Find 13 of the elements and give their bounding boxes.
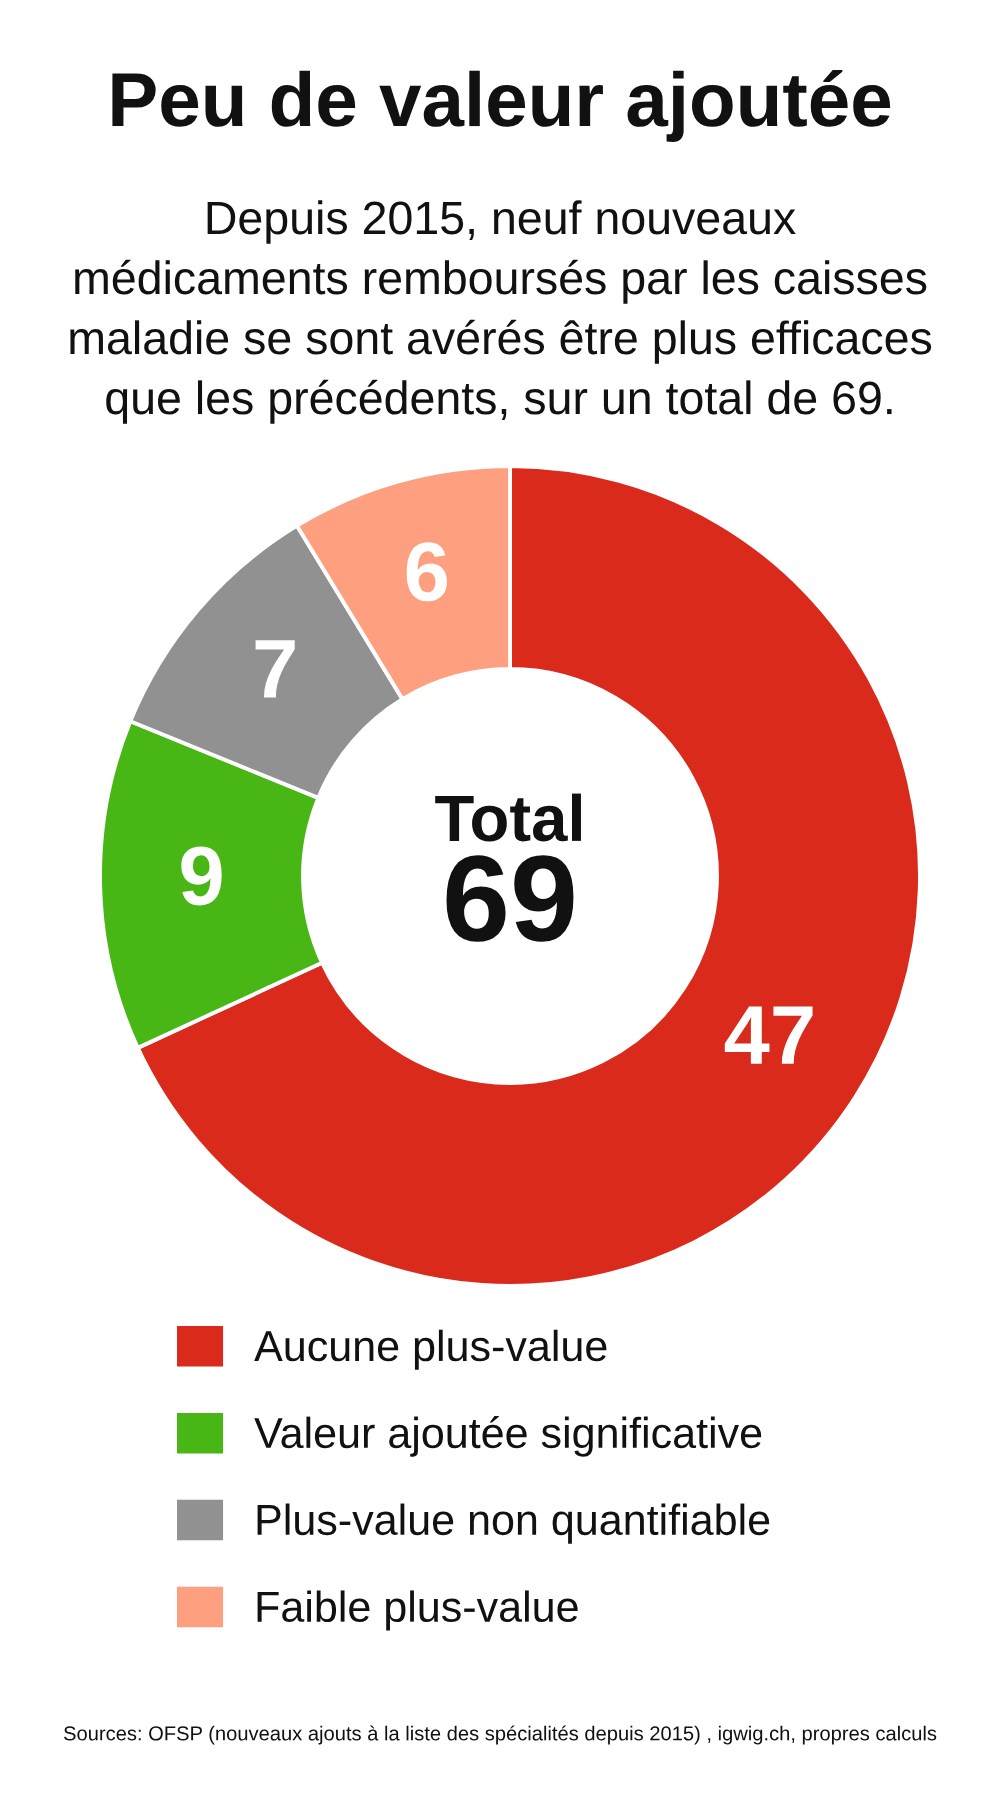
legend-label: Valeur ajoutée significative <box>254 1416 762 1457</box>
text: Total <box>435 793 581 842</box>
legend-label: Faible plus-value <box>257 1590 578 1631</box>
data-label: 6 <box>406 542 447 602</box>
data-label: 9 <box>181 846 222 906</box>
legend-label: Aucune plus-value <box>254 1329 607 1370</box>
legend-label: Plus-value non quantifiable <box>257 1503 770 1544</box>
source-note: Sources: OFSP (nouveaux ajouts à la liste des spécialités depuis 2015) , igwig.ch, propres calculs <box>63 1725 937 1745</box>
data-label: 47 <box>724 1006 813 1064</box>
chart-subtitle: Depuis 2015, neuf nouveaux médicaments remboursés par les caisses maladie se sont avérés être plus efficaces que les précédents, sur un total de 69. <box>70 200 932 424</box>
data-label: 7 <box>255 640 295 698</box>
text: 69 <box>446 855 574 942</box>
chart-title: Peu de valeur ajoutée <box>112 70 891 142</box>
